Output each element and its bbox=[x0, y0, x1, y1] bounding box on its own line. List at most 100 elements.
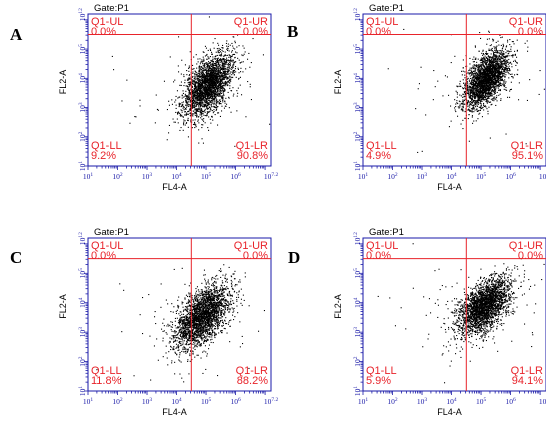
event-dot bbox=[221, 67, 223, 69]
event-dot bbox=[168, 132, 170, 134]
event-dot bbox=[514, 74, 516, 76]
event-dot bbox=[205, 74, 207, 76]
event-dot bbox=[199, 102, 201, 104]
event-dot bbox=[490, 73, 492, 75]
event-dots bbox=[387, 28, 545, 153]
event-dot bbox=[186, 85, 188, 87]
event-dot bbox=[231, 59, 233, 61]
event-dot bbox=[211, 73, 213, 75]
event-dot bbox=[499, 75, 501, 77]
event-dot bbox=[487, 53, 489, 55]
event-dot bbox=[463, 101, 465, 103]
event-dot bbox=[476, 87, 478, 89]
event-dot bbox=[486, 100, 488, 102]
event-dot bbox=[216, 81, 218, 83]
flow-panel-a: AGate:P1Q1-UL0.0%Q1-UR0.0%Q1-LL9.2%Q1-LR… bbox=[10, 3, 278, 192]
event-dot bbox=[182, 129, 184, 131]
event-dot bbox=[189, 93, 191, 95]
event-dot bbox=[222, 47, 224, 49]
event-dot bbox=[196, 90, 198, 92]
event-dot bbox=[493, 80, 495, 82]
event-dot bbox=[197, 110, 199, 112]
event-dot bbox=[198, 86, 200, 88]
event-dot bbox=[215, 86, 217, 88]
event-dot bbox=[207, 74, 209, 76]
event-dot bbox=[464, 94, 466, 96]
event-dot bbox=[199, 111, 201, 113]
event-dot bbox=[247, 58, 249, 60]
event-dot bbox=[184, 114, 186, 116]
event-dot bbox=[471, 77, 473, 79]
event-dot bbox=[213, 81, 215, 83]
event-dot bbox=[219, 99, 221, 101]
event-dot bbox=[490, 70, 492, 72]
event-dot bbox=[178, 102, 180, 104]
event-dot bbox=[214, 88, 216, 90]
event-dot bbox=[172, 118, 174, 120]
event-dot bbox=[250, 62, 252, 64]
event-dot bbox=[469, 63, 471, 65]
event-dot bbox=[206, 54, 208, 56]
event-dot bbox=[497, 74, 499, 76]
event-dot bbox=[215, 109, 217, 111]
event-dot bbox=[220, 95, 222, 97]
event-dot bbox=[488, 57, 490, 59]
gate-label: Gate:P1 bbox=[94, 3, 129, 14]
event-dot bbox=[462, 100, 464, 102]
event-dot bbox=[225, 78, 227, 80]
event-dot bbox=[496, 72, 498, 74]
event-dot bbox=[196, 79, 198, 81]
event-dot bbox=[458, 107, 460, 109]
event-dot bbox=[487, 65, 489, 67]
event-dot bbox=[211, 99, 213, 101]
event-dot bbox=[154, 122, 156, 124]
event-dot bbox=[186, 79, 188, 81]
event-dot bbox=[204, 88, 206, 90]
event-dot bbox=[228, 71, 230, 73]
event-dot bbox=[207, 67, 209, 69]
event-dot bbox=[212, 61, 214, 63]
event-dot bbox=[222, 44, 224, 46]
event-dot bbox=[203, 118, 205, 120]
event-dot bbox=[481, 78, 483, 80]
event-dot bbox=[488, 101, 490, 103]
event-dot bbox=[478, 67, 480, 69]
event-dot bbox=[502, 54, 504, 56]
event-dot bbox=[224, 51, 226, 53]
event-dot bbox=[500, 85, 502, 87]
event-dot bbox=[492, 64, 494, 66]
event-dot bbox=[468, 94, 470, 96]
event-dot bbox=[214, 86, 216, 88]
event-dot bbox=[488, 62, 490, 64]
event-dot bbox=[475, 89, 477, 91]
event-dot bbox=[213, 93, 215, 95]
event-dot bbox=[197, 94, 199, 96]
event-dot bbox=[506, 71, 508, 73]
event-dot bbox=[495, 80, 497, 82]
event-dot bbox=[203, 120, 205, 122]
event-dot bbox=[482, 89, 484, 91]
event-dot bbox=[478, 89, 480, 91]
event-dot bbox=[230, 59, 232, 61]
event-dot bbox=[492, 59, 494, 61]
event-dot bbox=[225, 73, 227, 75]
event-dot bbox=[155, 94, 157, 96]
event-dot bbox=[183, 122, 185, 124]
event-dot bbox=[498, 54, 500, 56]
event-dot bbox=[218, 63, 220, 65]
event-dot bbox=[490, 72, 492, 74]
event-dot bbox=[194, 85, 196, 87]
event-dot bbox=[481, 77, 483, 79]
event-dot bbox=[207, 96, 209, 98]
event-dot bbox=[473, 73, 475, 75]
event-dot bbox=[206, 94, 208, 96]
event-dot bbox=[223, 65, 225, 67]
event-dot bbox=[213, 70, 215, 72]
event-dot bbox=[502, 52, 504, 54]
event-dot bbox=[211, 63, 213, 65]
event-dot bbox=[464, 74, 466, 76]
event-dot bbox=[211, 91, 213, 93]
event-dot bbox=[484, 69, 486, 71]
event-dot bbox=[475, 78, 477, 80]
event-dot bbox=[482, 90, 484, 92]
